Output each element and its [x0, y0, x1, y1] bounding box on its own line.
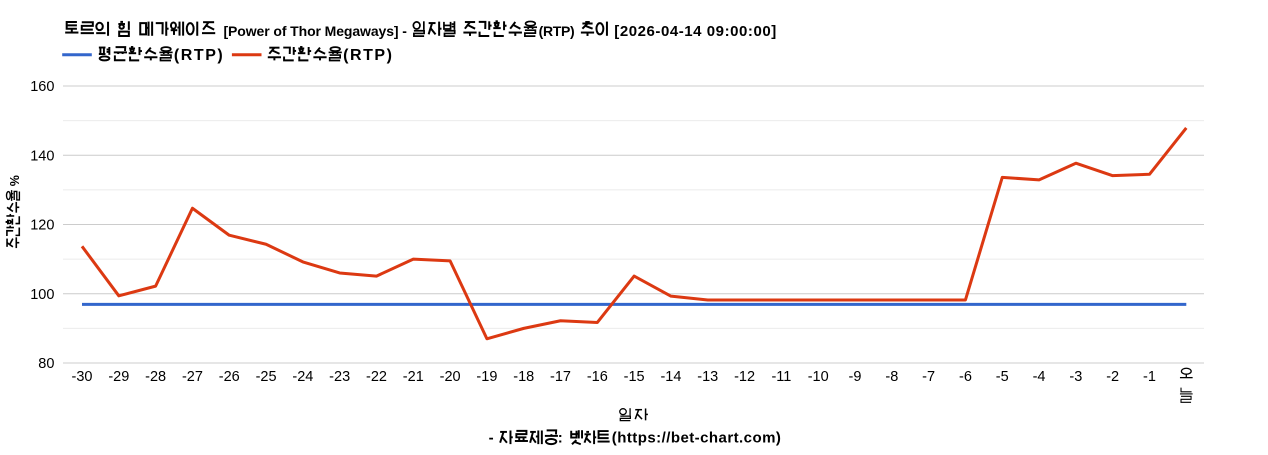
svg-text:-14: -14 [660, 369, 681, 385]
svg-text:[Power of Thor Megaways] -: [Power of Thor Megaways] - [224, 23, 408, 39]
svg-text:-9: -9 [849, 369, 862, 385]
svg-text:-15: -15 [624, 369, 645, 385]
svg-text:(RTP): (RTP) [539, 23, 575, 39]
svg-text:-1: -1 [1143, 369, 1156, 385]
svg-text:-: - [489, 430, 494, 447]
svg-text:-5: -5 [996, 369, 1009, 385]
svg-text:-13: -13 [697, 369, 718, 385]
svg-text:-6: -6 [959, 369, 972, 385]
svg-text:(https://bet-chart.com): (https://bet-chart.com) [612, 430, 782, 447]
svg-text:(RTP): (RTP) [174, 47, 224, 64]
svg-text:-26: -26 [219, 369, 240, 385]
svg-text:-3: -3 [1069, 369, 1082, 385]
svg-text:140: 140 [30, 148, 54, 164]
svg-text:-29: -29 [108, 369, 129, 385]
svg-text:-12: -12 [734, 369, 755, 385]
svg-text:-20: -20 [440, 369, 461, 385]
svg-text:160: 160 [30, 79, 54, 95]
svg-text:120: 120 [30, 218, 54, 234]
svg-text:-23: -23 [329, 369, 350, 385]
svg-text:%: % [8, 175, 22, 186]
svg-text:-21: -21 [403, 369, 424, 385]
svg-text:-27: -27 [182, 369, 203, 385]
svg-text:-16: -16 [587, 369, 608, 385]
svg-text:[2026-04-14 09:00:00]: [2026-04-14 09:00:00] [614, 23, 776, 40]
svg-text:-22: -22 [366, 369, 387, 385]
svg-text:-8: -8 [885, 369, 898, 385]
svg-text:-7: -7 [922, 369, 935, 385]
svg-text:-10: -10 [808, 369, 829, 385]
svg-text:100: 100 [30, 287, 54, 303]
svg-text:-18: -18 [513, 369, 534, 385]
svg-text::: : [558, 430, 563, 447]
svg-text:-17: -17 [550, 369, 571, 385]
svg-text:-11: -11 [771, 369, 791, 385]
svg-text:-2: -2 [1106, 369, 1119, 385]
svg-text:-4: -4 [1033, 369, 1046, 385]
svg-text:80: 80 [38, 356, 54, 372]
svg-text:-19: -19 [476, 369, 497, 385]
svg-text:(RTP): (RTP) [343, 47, 393, 64]
svg-text:-30: -30 [72, 369, 93, 385]
svg-text:-28: -28 [145, 369, 166, 385]
svg-text:-24: -24 [292, 369, 313, 385]
svg-text:-25: -25 [256, 369, 277, 385]
